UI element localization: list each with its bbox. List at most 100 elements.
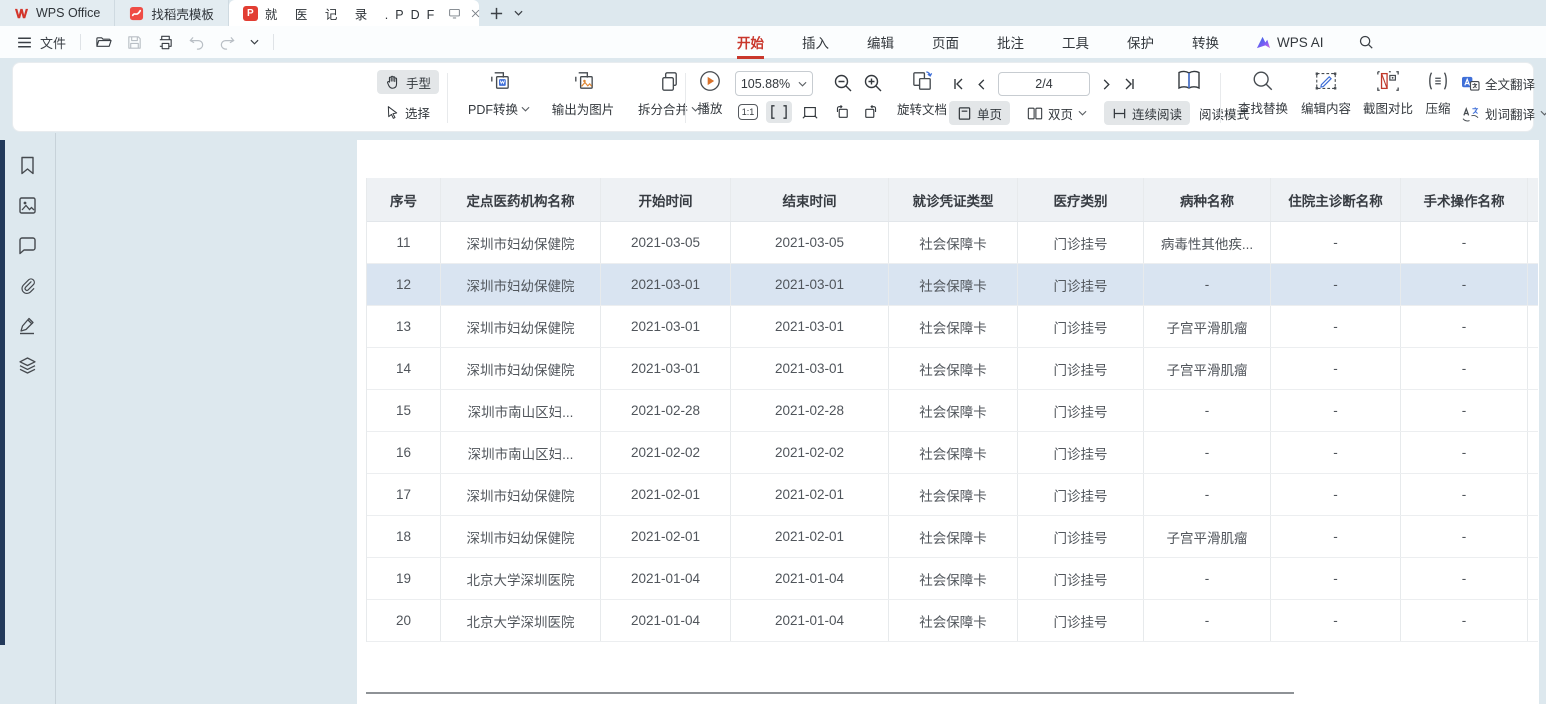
toolbar: 手型 选择 PDF转换 输出为图片 拆分合并 xyxy=(12,62,1546,132)
zoom-in-icon[interactable] xyxy=(863,73,883,93)
table-cell: 社会保障卡 xyxy=(889,516,1018,557)
file-menu[interactable]: 文件 xyxy=(16,33,66,52)
play-icon xyxy=(700,71,720,91)
table-cell: 门诊挂号 xyxy=(1018,600,1144,641)
tab-protect[interactable]: 保护 xyxy=(1127,36,1154,51)
export-image-icon xyxy=(574,72,593,89)
zoom-level-select[interactable]: 105.88% xyxy=(735,71,813,96)
tab-list-chevron-icon[interactable] xyxy=(514,10,523,16)
screenshot-compare-button[interactable]: 截图对比 xyxy=(1357,69,1419,117)
single-page-label: 单页 xyxy=(977,107,1003,122)
single-page-button[interactable]: 单页 xyxy=(949,101,1011,125)
layers-icon[interactable] xyxy=(17,355,38,376)
hand-tool-button[interactable]: 手型 xyxy=(377,70,440,94)
table-cell: - xyxy=(1401,432,1528,473)
double-page-label: 双页 xyxy=(1048,107,1074,122)
table-cell: 18 xyxy=(367,516,441,557)
compress-button[interactable]: 压缩 xyxy=(1419,69,1457,117)
actual-size-button[interactable]: 1:1 xyxy=(735,101,761,123)
continuous-read-button[interactable]: 连续阅读 xyxy=(1104,101,1191,125)
table-cell: 门诊挂号 xyxy=(1018,516,1144,557)
split-merge-label: 拆分合并 xyxy=(637,103,688,117)
bookmark-icon[interactable] xyxy=(17,155,38,176)
tab-wps-office[interactable]: WPS Office xyxy=(0,0,116,26)
thumbnail-icon[interactable] xyxy=(17,195,38,216)
open-file-icon[interactable] xyxy=(95,34,112,51)
column-header: 医疗类别 xyxy=(1018,178,1144,221)
table-cell: 深圳市妇幼保健院 xyxy=(441,516,601,557)
ratio-1-1-label: 1:1 xyxy=(738,104,758,120)
edit-content-button[interactable]: 编辑内容 xyxy=(1295,69,1357,117)
word-translate-button[interactable]: 划词翻译 xyxy=(1461,101,1546,125)
cursor-icon xyxy=(387,105,398,119)
first-page-icon[interactable] xyxy=(951,77,965,91)
last-page-icon[interactable] xyxy=(1123,77,1137,91)
comment-icon[interactable] xyxy=(17,235,38,256)
panel-divider xyxy=(55,133,56,704)
fit-page-button[interactable] xyxy=(797,101,823,123)
select-tool-button[interactable]: 选择 xyxy=(377,100,438,124)
attachment-icon[interactable] xyxy=(17,275,38,296)
tab-edit[interactable]: 编辑 xyxy=(867,36,894,51)
play-button[interactable]: 播放 xyxy=(679,69,741,117)
window-tab-bar: WPS Office 找稻壳模板 P 就 医 记 录 .PDF xyxy=(0,0,1546,26)
table-cell: 社会保障卡 xyxy=(889,222,1018,263)
hand-tool-label: 手型 xyxy=(406,76,432,91)
column-header: 就诊凭证类型 xyxy=(889,178,1018,221)
double-page-button[interactable]: 双页 xyxy=(1019,101,1095,125)
tab-home[interactable]: 开始 xyxy=(735,26,766,59)
read-mode-label[interactable]: 阅读模式 xyxy=(1199,107,1250,122)
tab-comment[interactable]: 批注 xyxy=(997,36,1024,51)
table-row: 18 深圳市妇幼保健院 2021-02-01 2021-02-01 社会保障卡 门诊挂号子… xyxy=(367,516,1538,558)
page-indicator[interactable]: 2/4 xyxy=(998,72,1090,96)
split-merge-button[interactable]: 拆分合并 xyxy=(629,69,709,118)
export-image-button[interactable]: 输出为图片 xyxy=(541,69,625,118)
save-icon[interactable] xyxy=(126,34,143,51)
signature-icon[interactable] xyxy=(17,315,38,336)
redo-icon[interactable] xyxy=(219,34,236,51)
rotate-right-icon[interactable] xyxy=(859,101,885,123)
tab-insert[interactable]: 插入 xyxy=(802,36,829,51)
table-cell xyxy=(1528,348,1538,389)
find-replace-button[interactable]: 查找替换 xyxy=(1231,69,1295,117)
table-row: 12 深圳市妇幼保健院 2021-03-01 2021-03-01 社会保障卡 门诊挂号 -… xyxy=(367,264,1538,306)
table-cell xyxy=(1528,264,1538,305)
cast-screen-icon[interactable] xyxy=(448,7,461,20)
print-icon[interactable] xyxy=(157,34,174,51)
rotate-left-icon[interactable] xyxy=(828,101,854,123)
tab-tools[interactable]: 工具 xyxy=(1062,36,1089,51)
undo-icon[interactable] xyxy=(188,34,205,51)
close-tab-icon[interactable] xyxy=(470,8,481,19)
quick-access-chevron-icon[interactable] xyxy=(250,39,259,45)
hand-icon xyxy=(387,75,398,89)
tab-docer-template[interactable]: 找稻壳模板 xyxy=(115,0,229,26)
wps-ai-label: WPS AI xyxy=(1277,34,1324,50)
new-tab-icon[interactable] xyxy=(489,6,504,21)
table-cell: 病毒性其他疾... xyxy=(1144,222,1271,263)
table-cell: 子宫平滑肌瘤 xyxy=(1144,516,1271,557)
next-page-icon[interactable] xyxy=(1100,78,1113,91)
wps-ai-button[interactable]: WPS AI xyxy=(1255,35,1324,50)
table-body: 11 深圳市妇幼保健院 2021-03-05 2021-03-05 社会保障卡 门诊挂号病… xyxy=(367,222,1538,642)
table-cell xyxy=(1528,222,1538,263)
table-cell: - xyxy=(1144,432,1271,473)
table-cell: 2021-02-28 xyxy=(601,390,731,431)
tab-page[interactable]: 页面 xyxy=(932,36,959,51)
tab-document-pdf[interactable]: P 就 医 记 录 .PDF xyxy=(228,0,481,26)
table-header-row: 序号 定点医药机构名称 开始时间 结束时间 就诊凭证类型 医疗类别 病种名称 住院主诊断名称手… xyxy=(367,178,1538,222)
page-indicator-value: 2/4 xyxy=(1035,77,1053,91)
prev-page-icon[interactable] xyxy=(975,78,988,91)
rotate-document-button[interactable]: 旋转文档 xyxy=(885,69,959,118)
pdf-convert-button[interactable]: PDF转换 xyxy=(461,69,537,118)
zoom-out-icon[interactable] xyxy=(833,73,853,93)
table-cell: 2021-02-28 xyxy=(731,390,889,431)
full-translate-button[interactable]: 全文翻译 xyxy=(1461,71,1535,95)
find-replace-label: 查找替换 xyxy=(1237,102,1288,116)
table-cell: - xyxy=(1271,390,1401,431)
table-cell: - xyxy=(1271,264,1401,305)
fit-width-button[interactable] xyxy=(766,101,792,123)
menu-search-icon[interactable] xyxy=(1358,34,1374,50)
tab-convert[interactable]: 转换 xyxy=(1192,36,1219,51)
table-cell: 2021-01-04 xyxy=(731,558,889,599)
find-replace-icon xyxy=(1253,71,1273,91)
